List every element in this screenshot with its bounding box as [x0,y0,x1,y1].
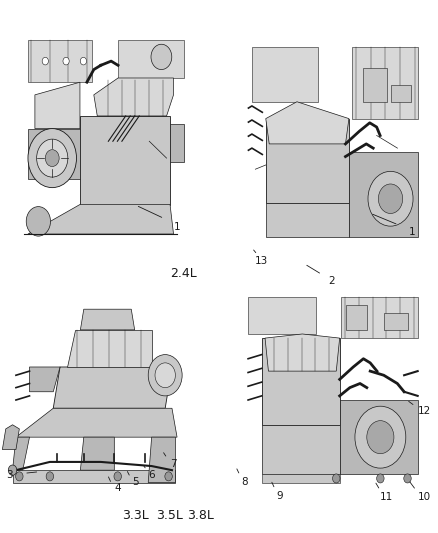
Text: 11: 11 [380,492,393,502]
Polygon shape [81,437,114,470]
Text: 10: 10 [417,492,431,502]
Circle shape [26,207,50,236]
Circle shape [378,184,403,214]
Text: 9: 9 [276,491,283,500]
Text: 2.4L: 2.4L [170,267,197,280]
Polygon shape [363,68,387,102]
Polygon shape [353,47,418,119]
Polygon shape [261,474,339,482]
Polygon shape [28,128,80,179]
Polygon shape [67,330,152,367]
Polygon shape [35,82,80,128]
Circle shape [148,354,182,396]
Circle shape [46,472,53,481]
Text: 3.5L: 3.5L [156,509,184,522]
Circle shape [80,58,87,65]
Polygon shape [384,313,407,330]
Circle shape [377,474,384,483]
Polygon shape [341,297,418,338]
Polygon shape [94,78,173,116]
Polygon shape [265,334,339,371]
Circle shape [42,58,49,65]
Polygon shape [28,40,92,82]
Text: 3.3L: 3.3L [122,509,149,522]
Polygon shape [346,305,367,330]
Circle shape [8,465,17,475]
Circle shape [367,421,394,454]
Circle shape [332,474,340,483]
Polygon shape [13,470,175,482]
Text: 3: 3 [6,471,13,480]
Text: 12: 12 [417,407,431,416]
Circle shape [165,472,172,481]
Circle shape [45,150,59,166]
Polygon shape [53,367,172,408]
Polygon shape [266,119,349,203]
Polygon shape [170,124,184,163]
Polygon shape [248,297,316,334]
Polygon shape [16,408,177,437]
Polygon shape [266,203,349,237]
Circle shape [16,472,23,481]
Circle shape [151,44,172,69]
Polygon shape [339,400,418,474]
Circle shape [63,58,69,65]
Polygon shape [80,116,170,205]
Polygon shape [28,205,173,234]
Circle shape [28,128,77,188]
Polygon shape [252,47,318,102]
Polygon shape [118,40,184,78]
Polygon shape [148,437,175,482]
Text: 6: 6 [148,471,155,480]
Polygon shape [266,102,349,144]
Text: 13: 13 [255,256,268,266]
Text: 1: 1 [408,227,415,237]
Polygon shape [13,437,29,470]
Polygon shape [81,309,134,330]
Polygon shape [349,152,418,237]
Circle shape [37,139,68,177]
Circle shape [368,171,413,226]
Text: 5: 5 [132,477,139,487]
Circle shape [155,363,175,387]
Polygon shape [29,367,60,392]
Text: 4: 4 [114,483,121,493]
Circle shape [404,474,411,483]
Polygon shape [391,85,411,102]
Polygon shape [2,425,19,449]
Text: 3.8L: 3.8L [187,509,214,522]
Polygon shape [261,338,339,425]
Polygon shape [261,425,339,474]
Circle shape [355,406,406,468]
Text: 1: 1 [174,222,181,231]
Text: 2: 2 [328,277,336,286]
Text: 7: 7 [170,459,177,469]
Text: 8: 8 [241,478,248,487]
Circle shape [114,472,121,481]
